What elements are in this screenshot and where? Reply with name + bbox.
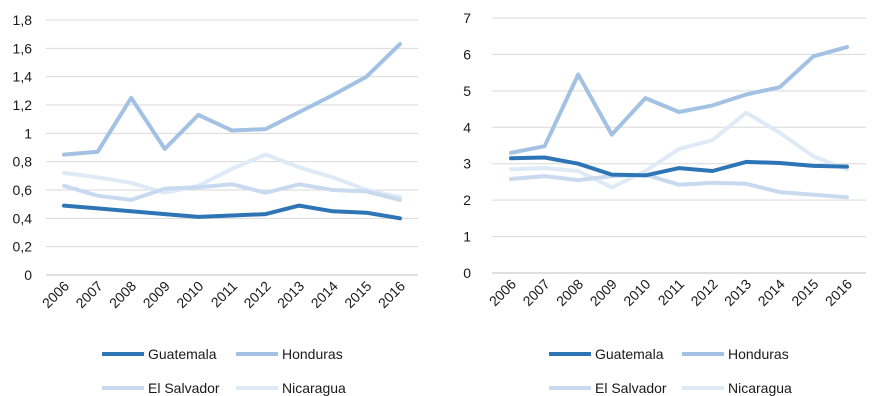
x-tick-label: 2014 [755,276,788,309]
y-tick-labels: 0 0,2 0,4 0,6 0,8 1 1,2 1,4 1,6 1,8 [13,12,33,283]
series-line-honduras [62,42,402,157]
y-tick-label: 3 [463,156,471,172]
legend-label: Honduras [728,346,789,362]
y-tick-label: 0,6 [13,182,33,198]
legend-label: Nicaragua [728,380,792,396]
y-tick-label: 5 [463,83,471,99]
x-tick-label: 2010 [173,278,206,311]
x-tick-label: 2016 [822,276,855,309]
legend: Guatemala Honduras El Salvador Nicaragua [549,346,792,396]
series-line-el-salvador [509,172,849,200]
x-tick-label: 2015 [341,278,374,311]
series-line-el-salvador [62,182,402,202]
legend-label: Nicaragua [282,380,346,396]
y-tick-labels: 0 1 2 3 4 5 6 7 [463,10,471,281]
legend-label: Guatemala [148,346,217,362]
x-tick-label: 2008 [106,278,139,311]
x-tick-label: 2007 [72,278,105,311]
y-tick-label: 0 [463,265,471,281]
y-tick-label: 7 [463,10,471,26]
y-tick-label: 1,4 [13,69,33,85]
x-tick-label: 2012 [240,278,273,311]
y-tick-label: 6 [463,46,471,62]
x-tick-label: 2009 [587,276,620,309]
y-tick-label: 0,4 [13,210,33,226]
x-tick-label: 2015 [788,276,821,309]
x-tick-label: 2013 [274,278,307,311]
x-tick-label: 2016 [375,278,408,311]
x-tick-label: 2010 [620,276,653,309]
x-tick-label: 2014 [308,278,341,311]
legend-label: El Salvador [595,380,667,396]
y-tick-label: 1,6 [13,40,33,56]
x-tick-label: 2011 [655,276,688,309]
series-lines [509,45,849,200]
x-tick-label: 2007 [519,276,552,309]
chart-right: 0 1 2 3 4 5 6 7 2006 2007 2008 2009 2010 2011 2012 2013… [463,10,866,396]
x-tick-label: 2009 [140,278,173,311]
legend-label: El Salvador [148,380,220,396]
x-tick-label: 2011 [208,278,241,311]
series-lines [62,42,402,221]
y-tick-label: 0,2 [13,239,33,255]
gridlines [492,17,866,274]
y-tick-label: 2 [463,192,471,208]
legend-label: Honduras [282,346,343,362]
series-line-nicaragua [62,152,402,200]
y-tick-label: 1,8 [13,12,33,28]
series-line-guatemala [62,203,402,221]
y-tick-label: 1 [24,125,32,141]
legend: Guatemala Honduras El Salvador Nicaragua [102,346,346,396]
x-tick-label: 2008 [553,276,586,309]
y-tick-label: 0 [24,267,32,283]
x-tick-label: 2006 [39,278,72,311]
series-line-nicaragua [509,110,849,190]
x-tick-label: 2006 [486,276,519,309]
legend-label: Guatemala [595,346,664,362]
y-tick-label: 4 [463,119,471,135]
x-tick-label: 2013 [721,276,754,309]
y-tick-label: 0,8 [13,154,33,170]
x-tick-labels: 2006 2007 2008 2009 2010 2011 2012 2013 2014 2015… [486,276,855,309]
series-line-honduras [509,45,849,155]
x-tick-label: 2012 [687,276,720,309]
series-line-guatemala [509,155,849,178]
y-tick-label: 1 [463,229,471,245]
x-tick-labels: 2006 2007 2008 2009 2010 2011 2012 2013 2014 2015… [39,278,408,311]
y-tick-label: 1,2 [13,97,33,113]
